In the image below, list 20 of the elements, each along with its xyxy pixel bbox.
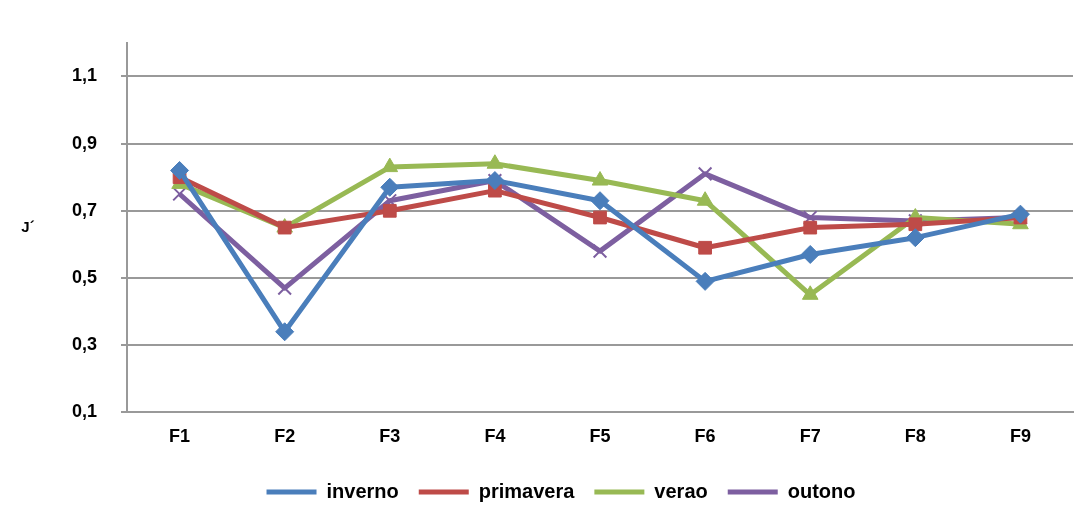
legend-label: inverno — [326, 479, 399, 502]
x-tick-label: F5 — [589, 426, 611, 447]
y-tick-label: 1,1 — [71, 65, 98, 86]
y-tick-label: 0,7 — [71, 199, 98, 220]
y-tick-label: 0,1 — [71, 401, 98, 422]
y-axis-title: J´ — [21, 217, 35, 235]
x-tick-label: F1 — [169, 426, 191, 447]
legend-label: outono — [787, 479, 856, 502]
y-tick-label: 0,5 — [71, 266, 98, 287]
y-tick-label: 0,3 — [71, 334, 98, 355]
x-tick-label: F8 — [904, 426, 926, 447]
x-tick-label: F4 — [484, 426, 506, 447]
y-tick-label: 0,9 — [71, 132, 98, 153]
legend-label: primavera — [478, 479, 576, 502]
x-tick-label: F6 — [694, 426, 716, 447]
x-tick-label: F7 — [799, 426, 821, 447]
x-tick-label: F3 — [379, 426, 401, 447]
x-tick-label: F2 — [274, 426, 296, 447]
legend-label: verao — [654, 479, 708, 502]
x-tick-label: F9 — [1009, 426, 1031, 447]
